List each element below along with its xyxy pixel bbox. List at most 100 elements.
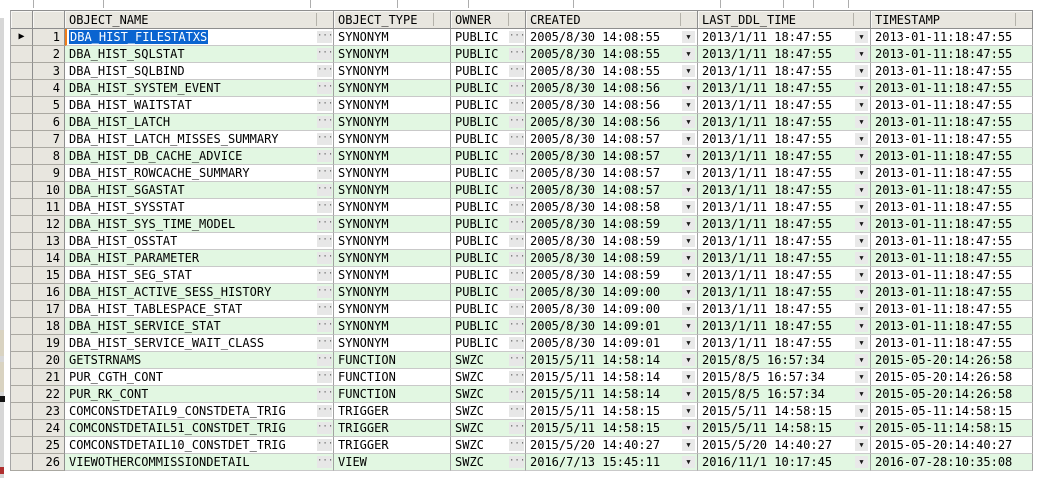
date-dropdown-button[interactable]: ▼ <box>682 371 695 383</box>
cell-object-type[interactable]: SYNONYM <box>334 267 451 284</box>
cell-object-name[interactable]: DBA_HIST_SERVICE_STAT ··· <box>65 318 334 335</box>
date-dropdown-button[interactable]: ▼ <box>855 439 868 451</box>
cell-last-ddl-time[interactable]: 2013/1/11 18:47:55 ▼ <box>698 301 871 318</box>
cell-timestamp[interactable]: 2013-01-11:18:47:55 <box>871 199 1033 216</box>
ellipsis-button[interactable]: ··· <box>509 252 526 264</box>
cell-object-type[interactable]: SYNONYM <box>334 46 451 63</box>
cell-created[interactable]: 2005/8/30 14:08:59 ▼ <box>526 267 698 284</box>
cell-object-type[interactable]: SYNONYM <box>334 284 451 301</box>
row-indicator-cell[interactable] <box>11 454 33 471</box>
cell-timestamp[interactable]: 2013-01-11:18:47:55 <box>871 267 1033 284</box>
cell-object-name[interactable]: DBA_HIST_SQLSTAT ··· <box>65 46 334 63</box>
ellipsis-button[interactable]: ··· <box>317 65 334 77</box>
cell-last-ddl-time[interactable]: 2016/11/1 10:17:45 ▼ <box>698 454 871 471</box>
cell-owner[interactable]: PUBLIC ··· <box>451 46 526 63</box>
row-number[interactable]: 20 <box>33 352 65 369</box>
ellipsis-button[interactable]: ··· <box>317 371 334 383</box>
cell-timestamp[interactable]: 2013-01-11:18:47:55 <box>871 131 1033 148</box>
cell-owner[interactable]: SWZC ··· <box>451 454 526 471</box>
ellipsis-button[interactable]: ··· <box>509 48 526 60</box>
cell-object-type[interactable]: TRIGGER <box>334 437 451 454</box>
row-number[interactable]: 24 <box>33 420 65 437</box>
ellipsis-button[interactable]: ··· <box>509 269 526 281</box>
ellipsis-button[interactable]: ··· <box>317 150 334 162</box>
row-number[interactable]: 14 <box>33 250 65 267</box>
date-dropdown-button[interactable]: ▼ <box>682 269 695 281</box>
date-dropdown-button[interactable]: ▼ <box>682 184 695 196</box>
row-number[interactable]: 15 <box>33 267 65 284</box>
date-dropdown-button[interactable]: ▼ <box>682 337 695 349</box>
cell-timestamp[interactable]: 2013-01-11:18:47:55 <box>871 46 1033 63</box>
cell-owner[interactable]: SWZC ··· <box>451 437 526 454</box>
ellipsis-button[interactable]: ··· <box>509 201 526 213</box>
cell-timestamp[interactable]: 2013-01-11:18:47:55 <box>871 250 1033 267</box>
cell-created[interactable]: 2005/8/30 14:08:57 ▼ <box>526 131 698 148</box>
date-dropdown-button[interactable]: ▼ <box>682 252 695 264</box>
ellipsis-button[interactable]: ··· <box>509 150 526 162</box>
cell-object-type[interactable]: SYNONYM <box>334 114 451 131</box>
column-header-owner[interactable]: OWNER <box>451 11 526 29</box>
ellipsis-button[interactable]: ··· <box>509 235 526 247</box>
row-number[interactable]: 6 <box>33 114 65 131</box>
row-indicator-cell[interactable] <box>11 403 33 420</box>
row-number[interactable]: 1 <box>33 29 65 46</box>
cell-timestamp[interactable]: 2013-01-11:18:47:55 <box>871 284 1033 301</box>
cell-created[interactable]: 2005/8/30 14:09:01 ▼ <box>526 318 698 335</box>
row-indicator-cell[interactable] <box>11 369 33 386</box>
cell-object-name[interactable]: DBA_HIST_SYSTEM_EVENT ··· <box>65 80 334 97</box>
ellipsis-button[interactable]: ··· <box>317 99 334 111</box>
cell-object-type[interactable]: SYNONYM <box>334 250 451 267</box>
cell-last-ddl-time[interactable]: 2015/5/20 14:40:27 ▼ <box>698 437 871 454</box>
ellipsis-button[interactable]: ··· <box>317 337 334 349</box>
row-indicator-cell[interactable] <box>11 165 33 182</box>
ellipsis-button[interactable]: ··· <box>317 167 334 179</box>
row-indicator-cell[interactable] <box>11 97 33 114</box>
cell-last-ddl-time[interactable]: 2013/1/11 18:47:55 ▼ <box>698 284 871 301</box>
column-header-created[interactable]: CREATED <box>526 11 698 29</box>
row-indicator-cell[interactable]: ▶ <box>11 29 33 46</box>
ellipsis-button[interactable]: ··· <box>317 48 334 60</box>
date-dropdown-button[interactable]: ▼ <box>682 31 695 43</box>
cell-created[interactable]: 2005/8/30 14:08:57 ▼ <box>526 148 698 165</box>
ellipsis-button[interactable]: ··· <box>317 456 334 468</box>
ellipsis-button[interactable]: ··· <box>317 252 334 264</box>
cell-object-name[interactable]: DBA_HIST_SGASTAT ··· <box>65 182 334 199</box>
date-dropdown-button[interactable]: ▼ <box>855 201 868 213</box>
ellipsis-button[interactable]: ··· <box>509 116 526 128</box>
row-number[interactable]: 17 <box>33 301 65 318</box>
ellipsis-button[interactable]: ··· <box>317 82 334 94</box>
date-dropdown-button[interactable]: ▼ <box>855 388 868 400</box>
cell-last-ddl-time[interactable]: 2013/1/11 18:47:55 ▼ <box>698 199 871 216</box>
cell-object-type[interactable]: FUNCTION <box>334 386 451 403</box>
date-dropdown-button[interactable]: ▼ <box>682 439 695 451</box>
cell-last-ddl-time[interactable]: 2013/1/11 18:47:55 ▼ <box>698 29 871 46</box>
ellipsis-button[interactable]: ··· <box>317 422 334 434</box>
ellipsis-button[interactable]: ··· <box>317 235 334 247</box>
row-number[interactable]: 8 <box>33 148 65 165</box>
cell-owner[interactable]: PUBLIC ··· <box>451 80 526 97</box>
cell-last-ddl-time[interactable]: 2015/5/11 14:58:15 ▼ <box>698 403 871 420</box>
cell-last-ddl-time[interactable]: 2013/1/11 18:47:55 ▼ <box>698 216 871 233</box>
date-dropdown-button[interactable]: ▼ <box>855 184 868 196</box>
cell-object-type[interactable]: VIEW <box>334 454 451 471</box>
date-dropdown-button[interactable]: ▼ <box>682 456 695 468</box>
cell-owner[interactable]: PUBLIC ··· <box>451 165 526 182</box>
ellipsis-button[interactable]: ··· <box>509 337 526 349</box>
date-dropdown-button[interactable]: ▼ <box>682 354 695 366</box>
cell-timestamp[interactable]: 2013-01-11:18:47:55 <box>871 148 1033 165</box>
cell-object-name[interactable]: DBA_HIST_TABLESPACE_STAT ··· <box>65 301 334 318</box>
ellipsis-button[interactable]: ··· <box>509 133 526 145</box>
column-header-timestamp[interactable]: TIMESTAMP <box>871 11 1033 29</box>
date-dropdown-button[interactable]: ▼ <box>682 320 695 332</box>
cell-created[interactable]: 2015/5/11 14:58:14 ▼ <box>526 369 698 386</box>
cell-timestamp[interactable]: 2015-05-20:14:26:58 <box>871 369 1033 386</box>
cell-object-name[interactable]: DBA_HIST_SYSSTAT ··· <box>65 199 334 216</box>
date-dropdown-button[interactable]: ▼ <box>682 99 695 111</box>
cell-object-type[interactable]: SYNONYM <box>334 131 451 148</box>
row-number-column-header[interactable] <box>33 11 65 29</box>
row-number[interactable]: 3 <box>33 63 65 80</box>
row-number[interactable]: 18 <box>33 318 65 335</box>
ellipsis-button[interactable]: ··· <box>317 388 334 400</box>
ellipsis-button[interactable]: ··· <box>317 116 334 128</box>
cell-last-ddl-time[interactable]: 2013/1/11 18:47:55 ▼ <box>698 267 871 284</box>
